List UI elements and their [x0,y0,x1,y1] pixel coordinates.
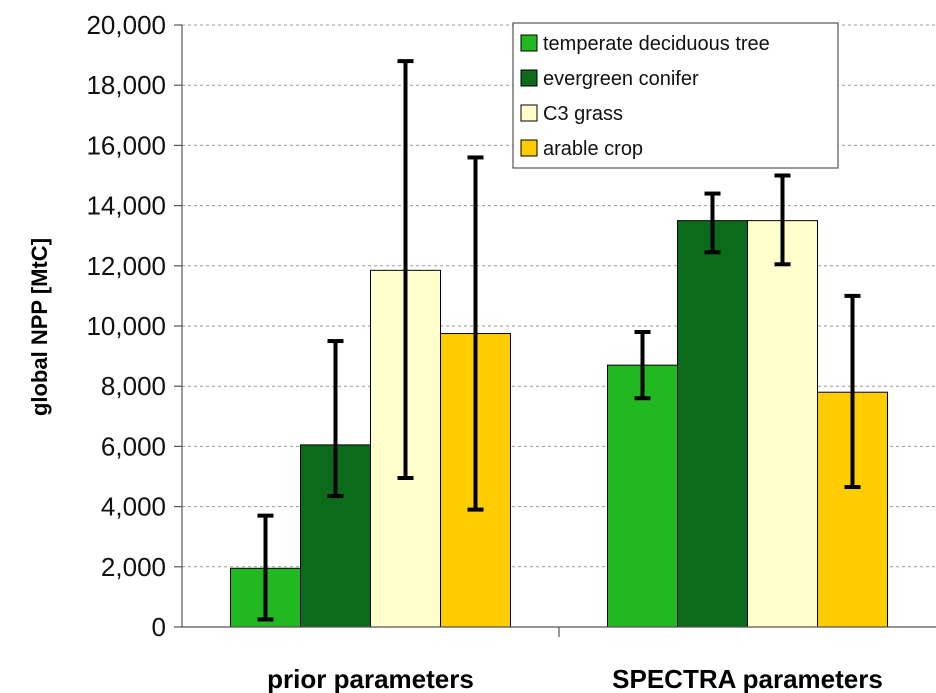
legend-label: evergreen conifer [543,68,699,90]
bar [677,220,748,628]
legend-box [512,22,839,169]
category-label: SPECTRA parameters [612,664,883,693]
bar [607,364,678,628]
y-tick-label: 6,000 [101,431,166,461]
y-tick-label: 0 [152,612,166,642]
axes [174,24,936,637]
error-bars [257,59,861,622]
bar [747,220,818,628]
axis-labels: 0 2,000 4,000 6,000 8,000 10,000 12,000 14,000 1… [86,10,882,693]
legend-label: C3 grass [543,103,623,125]
y-tick-label: 18,000 [86,70,166,100]
legend-swatch [520,69,538,87]
y-tick-label: 12,000 [86,251,166,281]
legend-swatch [520,34,538,52]
y-tick-label: 20,000 [86,10,166,40]
y-axis-title: global NPP [MtC] [27,238,52,416]
category-label: prior parameters [267,664,474,693]
legend: temperate deciduous tree evergreen conife… [512,22,839,169]
y-tick-label: 10,000 [86,311,166,341]
y-tick-label: 4,000 [101,492,166,522]
bars [230,220,888,628]
y-tick-label: 14,000 [86,191,166,221]
y-tick-label: 16,000 [86,130,166,160]
y-tick-label: 8,000 [101,371,166,401]
legend-label: temperate deciduous tree [543,33,770,55]
legend-swatch [520,139,538,157]
legend-swatch [520,104,538,122]
legend-label: arable crop [543,138,643,160]
y-tick-label: 2,000 [101,552,166,582]
